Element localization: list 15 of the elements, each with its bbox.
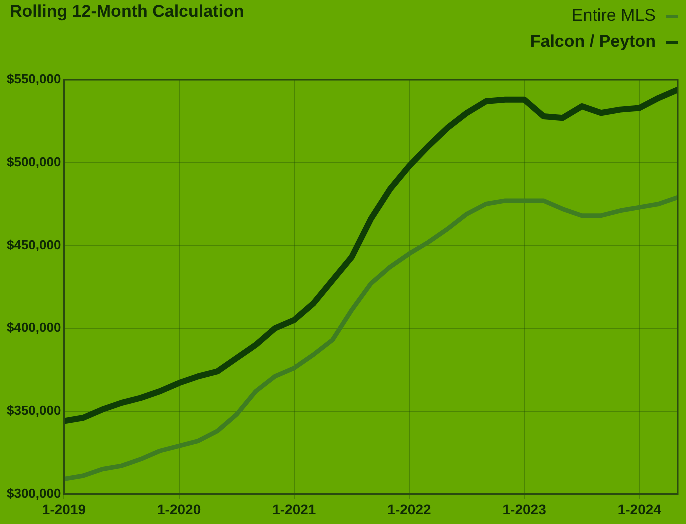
chart-title: Rolling 12-Month Calculation [10,2,244,22]
x-tick-label: 1-2023 [502,501,547,518]
y-tick-label: $450,000 [6,237,62,252]
y-tick-label: $400,000 [6,320,62,336]
y-tick-label: $550,000 [6,72,62,87]
y-tick-label: $300,000 [6,486,62,501]
x-tick-label: 1-2022 [388,501,432,518]
x-tick-label: 1-2020 [158,501,202,518]
legend-label: Falcon / Peyton [530,32,656,52]
x-tick-label: 1-2021 [272,501,316,518]
legend-label: Entire MLS [572,6,656,26]
y-tick-label: $500,000 [6,154,62,170]
x-tick-label: 1-2019 [42,501,86,518]
x-tick-label: 1-2024 [618,501,662,518]
y-tick-label: $350,000 [6,402,62,418]
